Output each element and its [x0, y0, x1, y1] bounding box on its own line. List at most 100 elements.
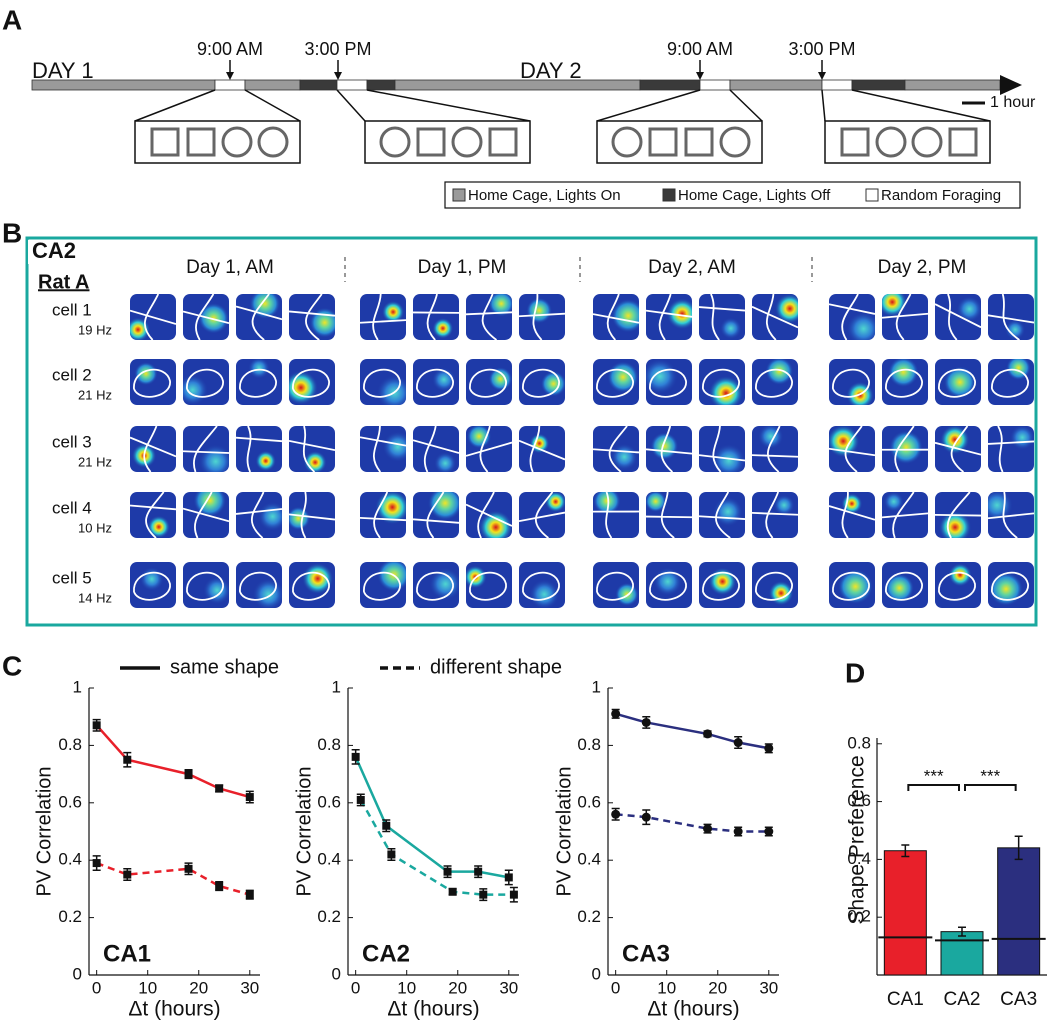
rate-map-body — [882, 562, 928, 608]
rate-map-field — [888, 359, 919, 388]
rate-map-field — [712, 443, 745, 472]
rate-map-boundary — [133, 368, 171, 398]
rate-map — [646, 294, 692, 340]
rate-map-body — [466, 492, 512, 538]
rate-map — [593, 492, 639, 538]
rate-map-boundary — [935, 492, 981, 538]
timeline-segment — [699, 79, 731, 91]
rate-map — [236, 359, 282, 405]
rate-map — [699, 294, 745, 340]
rate-map-body — [183, 426, 229, 472]
time-arrowhead — [818, 72, 826, 80]
rate-map-body — [699, 492, 745, 538]
rate-map-field — [198, 302, 229, 334]
rate-map-field — [841, 493, 863, 515]
x-tick-label: 30 — [240, 978, 259, 997]
rate-map-boundary — [935, 426, 981, 472]
rate-map-boundary — [413, 294, 459, 340]
y-tick-label: 0.6 — [317, 792, 341, 811]
rate-map — [882, 294, 928, 340]
rate-map-boundary — [133, 571, 171, 601]
rate-map-boundary — [130, 294, 176, 340]
significance-bracket — [907, 784, 960, 791]
rate-map — [413, 562, 459, 608]
rate-map-boundary — [832, 368, 870, 398]
rate-map-field — [183, 374, 209, 405]
series-line — [96, 861, 251, 896]
rate-map-boundary — [885, 571, 923, 601]
chart-title: CA3 — [622, 940, 670, 967]
rate-map-body — [829, 562, 875, 608]
panel-label: B — [2, 217, 22, 248]
y-tick-label: 0.4 — [847, 849, 871, 868]
rate-map — [646, 426, 692, 472]
rate-map — [829, 562, 875, 608]
x-axis-label: Δt (hours) — [128, 998, 220, 1021]
rate-label: 19 Hz — [78, 322, 112, 337]
rate-map-body — [829, 294, 875, 340]
bar — [940, 931, 984, 976]
rate-map — [289, 492, 335, 538]
error-bar — [901, 844, 910, 858]
rate-map-field — [382, 431, 406, 463]
rate-map-body — [130, 294, 176, 340]
rate-map-boundary — [360, 426, 406, 472]
rate-map-body — [236, 562, 282, 608]
legend-swatch — [452, 188, 466, 202]
time-label: 9:00 AM — [667, 39, 733, 59]
rate-map — [882, 359, 928, 405]
rate-map-field — [884, 573, 915, 603]
rate-map — [360, 426, 406, 472]
rate-map-boundary — [360, 492, 406, 538]
rate-map-field — [488, 294, 512, 317]
rate-map-boundary — [466, 294, 512, 340]
rate-map-field — [943, 366, 976, 399]
rate-map-boundary — [236, 492, 282, 538]
timeline-segment — [851, 79, 906, 91]
zoom-lines — [336, 89, 531, 122]
rate-map-body — [519, 562, 565, 608]
rate-map-boundary — [363, 571, 401, 601]
y-tick-label: 1 — [332, 677, 341, 696]
circle-arena — [221, 126, 253, 158]
rate-map-field — [650, 432, 679, 461]
y-tick-label: 0.4 — [317, 850, 341, 869]
rate-map-boundary — [289, 492, 335, 538]
rate-map — [752, 492, 798, 538]
rate-map — [988, 359, 1034, 405]
x-tick-label: 0 — [351, 978, 360, 997]
rate-map — [593, 426, 639, 472]
timeline-segment — [729, 79, 823, 91]
rate-map-boundary — [832, 571, 870, 601]
rate-map-field — [1004, 319, 1026, 340]
rate-map-boundary — [755, 571, 793, 601]
session-box — [824, 120, 991, 164]
timeline-segment — [336, 79, 368, 91]
rate-map-boundary — [413, 426, 459, 472]
point — [245, 793, 254, 802]
rate-map-body — [413, 562, 459, 608]
circle-arena — [611, 126, 643, 158]
rate-map-body — [360, 359, 406, 405]
rate-map-boundary — [938, 571, 976, 601]
region-label-bg — [28, 240, 78, 264]
rate-map — [413, 294, 459, 340]
rate-map-body — [360, 492, 406, 538]
rate-map-boundary — [882, 426, 928, 472]
rate-map — [130, 492, 176, 538]
y-tick-label: 0.2 — [847, 907, 871, 926]
rate-map-field — [545, 492, 565, 513]
rate-map-boundary — [752, 294, 798, 340]
rate-map — [130, 562, 176, 608]
y-tick-label: 0.8 — [317, 735, 341, 754]
rate-map-boundary — [991, 368, 1029, 398]
rate-map-field — [646, 359, 678, 395]
chart-title: CA2 — [362, 940, 410, 967]
zoom-lines — [821, 89, 991, 122]
rate-map-field — [529, 433, 550, 454]
rate-map — [829, 426, 875, 472]
rate-map-field — [134, 362, 158, 386]
rate-map — [752, 359, 798, 405]
rate-map-field — [774, 294, 798, 324]
rate-map — [988, 294, 1034, 340]
